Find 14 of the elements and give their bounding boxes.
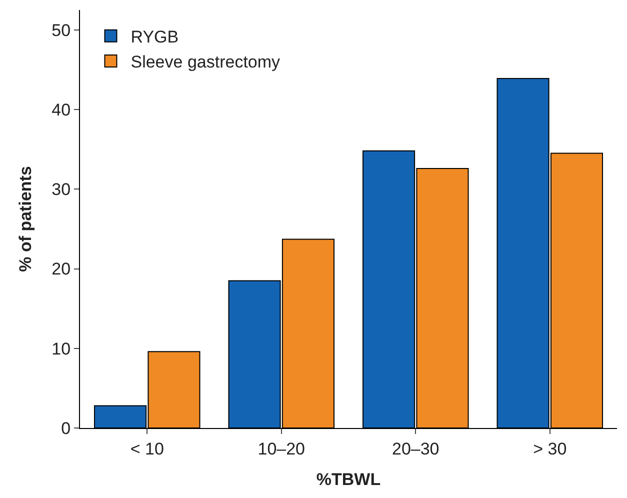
x-axis-title: %TBWL: [316, 470, 381, 489]
y-tick-label: 0: [61, 418, 71, 438]
x-tick-label: 20–30: [392, 439, 440, 458]
y-tick-label: 40: [52, 100, 71, 120]
y-tick-label: 50: [52, 20, 71, 40]
y-tick-label: 10: [52, 339, 71, 358]
x-tick-label: 10–20: [258, 439, 306, 458]
x-tick-label: > 30: [533, 439, 567, 458]
x-tick-label: < 10: [130, 439, 164, 458]
y-axis-title: % of patients: [16, 166, 36, 272]
y-tick-label: 30: [52, 180, 71, 200]
legend-label: Sleeve gastrectomy: [130, 52, 281, 72]
y-tick-label: 20: [52, 260, 71, 279]
legend-label: RYGB: [130, 28, 179, 47]
